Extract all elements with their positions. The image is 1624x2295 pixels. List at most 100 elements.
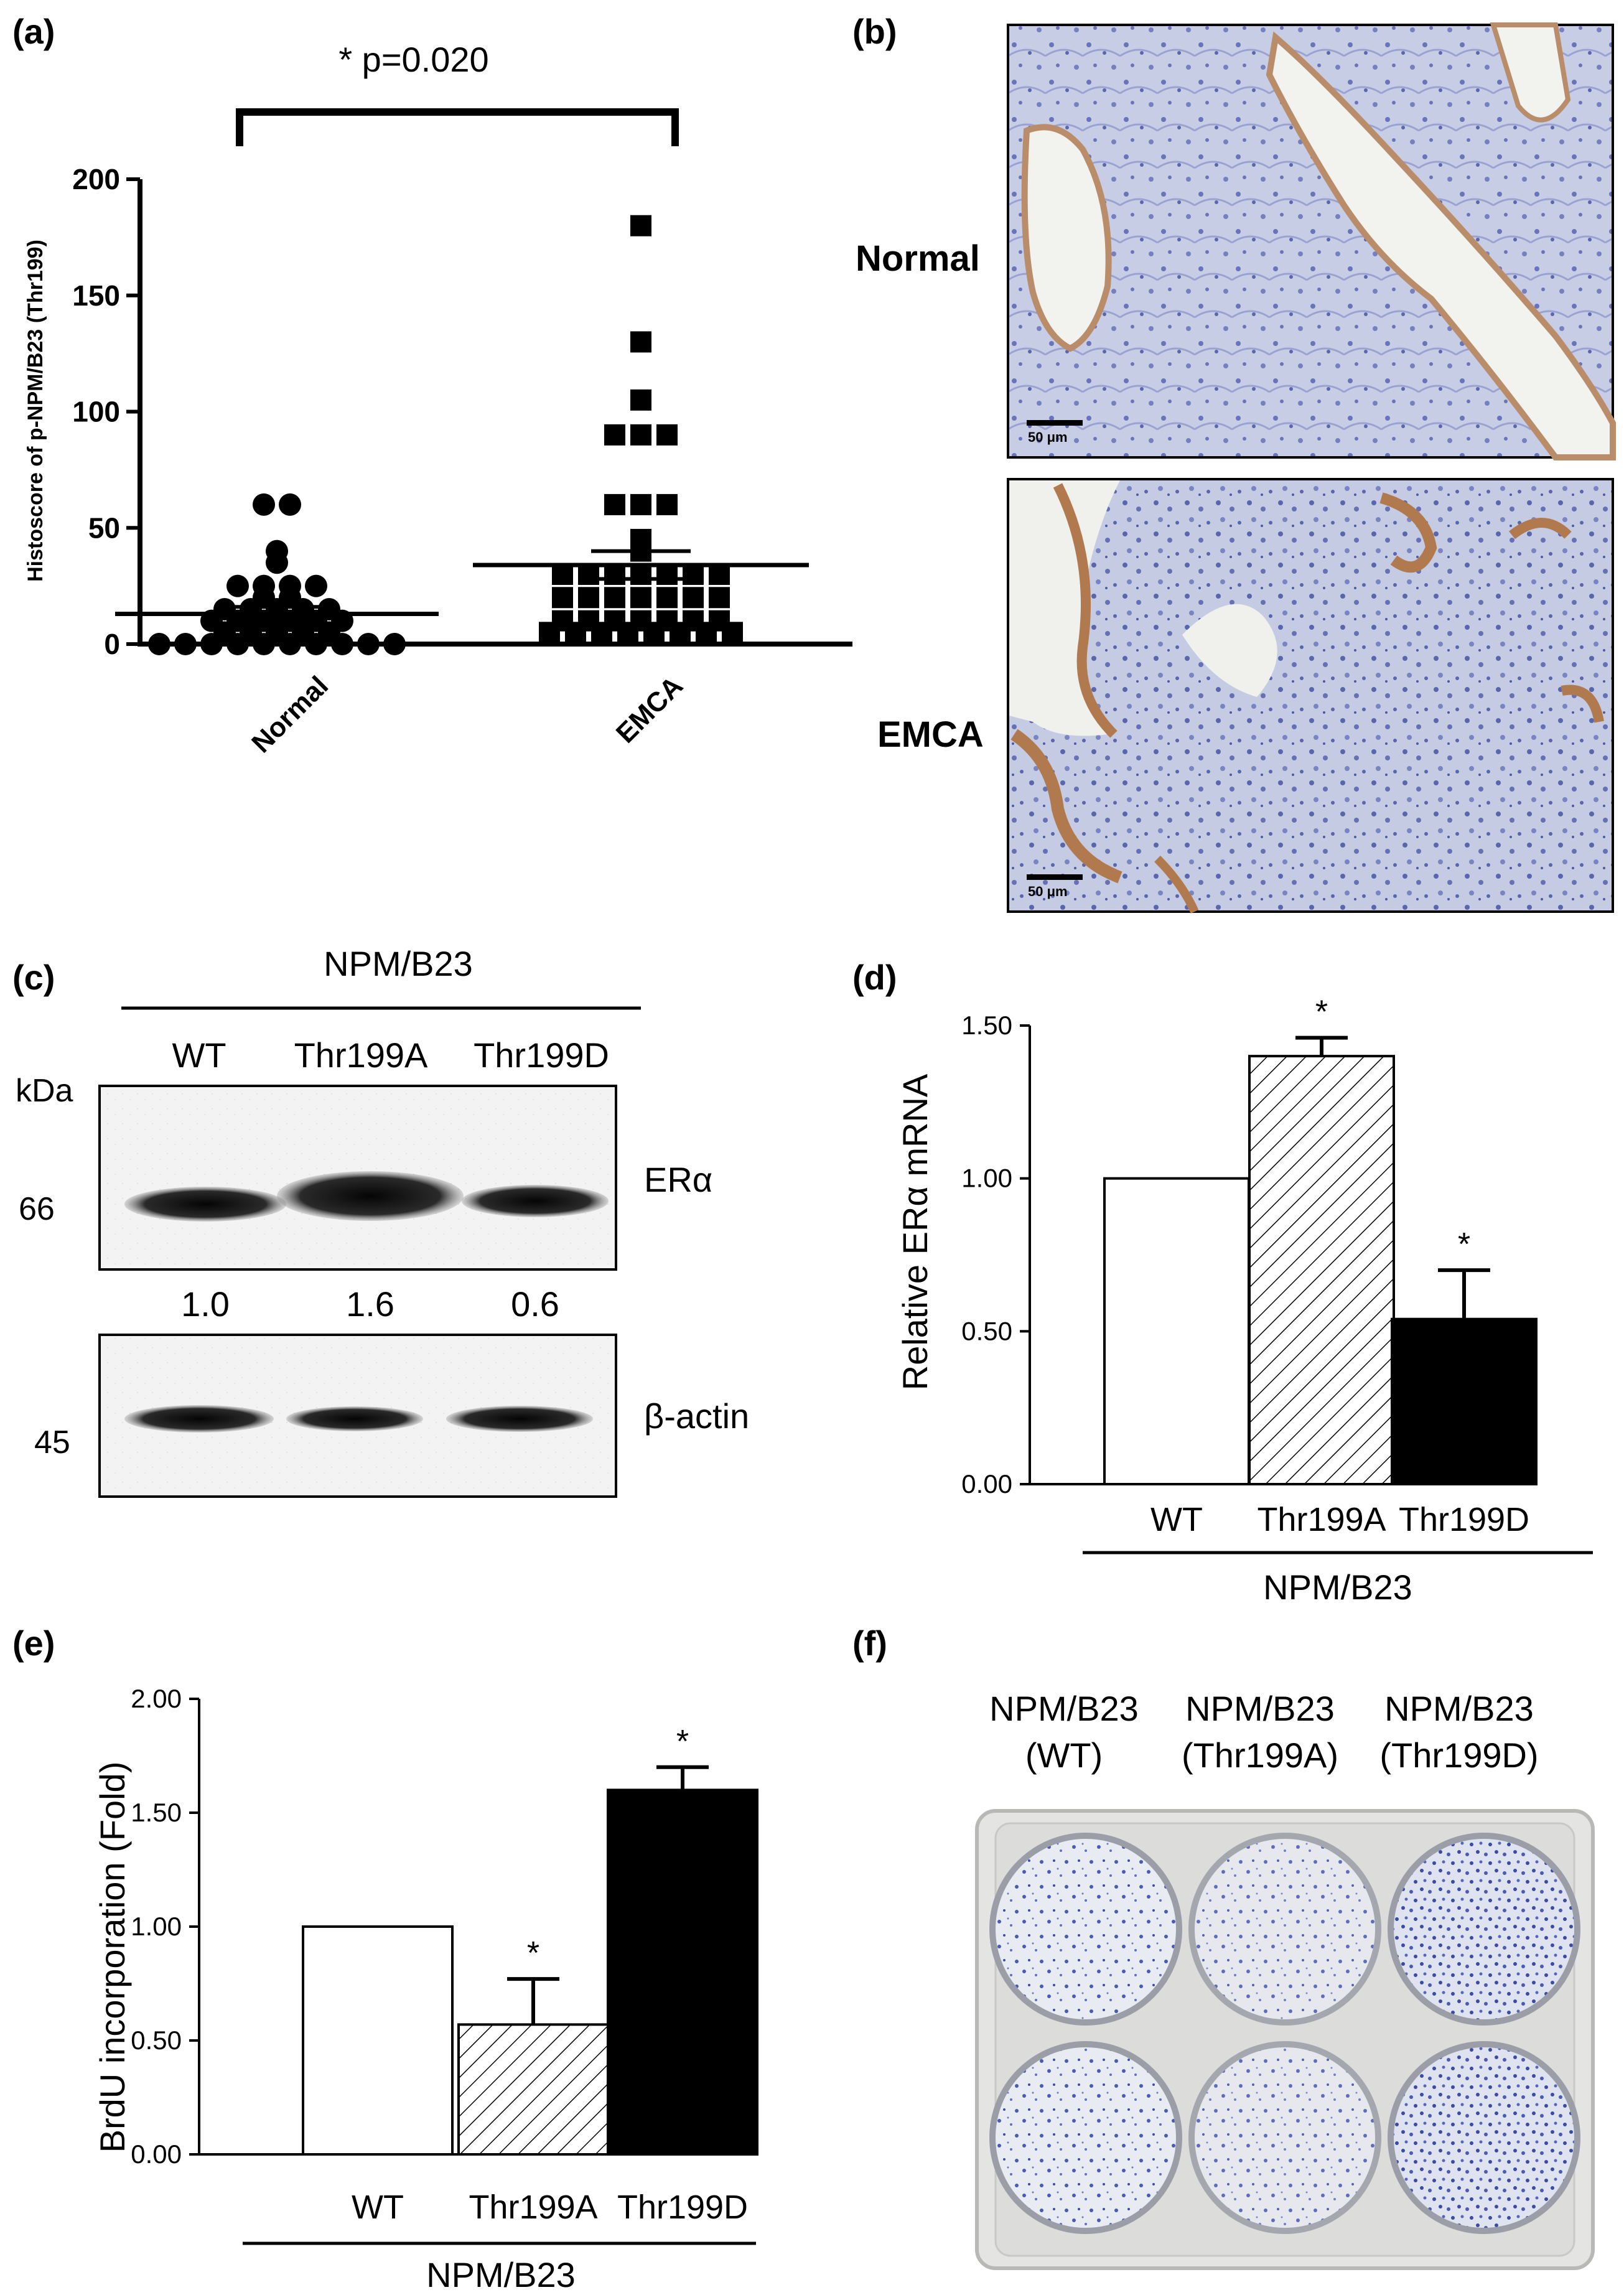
bar-thr199a bbox=[1248, 1055, 1395, 1485]
data-point bbox=[630, 493, 651, 515]
data-point bbox=[670, 622, 691, 643]
data-point bbox=[552, 587, 573, 609]
category-label-emca: EMCA bbox=[610, 670, 689, 749]
x-axis-label-d: NPM/B23 bbox=[1263, 1568, 1412, 1607]
data-point bbox=[604, 587, 625, 609]
category-label-thr199a: Thr199A bbox=[1257, 1501, 1386, 1538]
y-tick-label: 1.00 bbox=[961, 1164, 1012, 1193]
y-tick-label: 0.50 bbox=[131, 2026, 182, 2055]
data-point bbox=[279, 493, 301, 516]
bar-thr199a bbox=[457, 2023, 609, 2156]
panel-label-f: (f) bbox=[852, 1624, 887, 1663]
significance-star: * bbox=[527, 1935, 539, 1971]
band-actin-thr199a bbox=[286, 1406, 423, 1431]
panel-label-d: (d) bbox=[852, 958, 897, 997]
category-label-wt: WT bbox=[352, 2189, 404, 2226]
data-point bbox=[630, 563, 651, 585]
data-point bbox=[226, 574, 249, 597]
data-point bbox=[656, 424, 678, 446]
band-era-thr199a bbox=[277, 1171, 464, 1221]
blot-beta-actin bbox=[98, 1334, 617, 1498]
data-point bbox=[200, 633, 223, 655]
significance-star: * bbox=[1315, 994, 1328, 1031]
data-point bbox=[630, 215, 651, 236]
data-point bbox=[266, 551, 288, 574]
significance-star: * bbox=[676, 1724, 689, 1760]
data-point bbox=[656, 587, 678, 609]
micrograph-panel-b: Normal EMCA 50 μm 50 μm bbox=[856, 22, 1616, 914]
significance-bracket-a bbox=[236, 108, 679, 146]
y-tick-label: 0.00 bbox=[961, 1469, 1012, 1498]
blot-column-thr199d: Thr199D bbox=[474, 1035, 609, 1075]
data-point bbox=[578, 563, 599, 585]
data-point bbox=[539, 622, 560, 643]
data-point bbox=[722, 622, 743, 643]
bar-thr199d bbox=[607, 1788, 758, 2156]
colony-plate-panel-f: NPM/B23 (WT) NPM/B23 (Thr199A) NPM/B23 (… bbox=[975, 1689, 1595, 2270]
data-point bbox=[591, 622, 612, 643]
data-points-a bbox=[148, 215, 743, 655]
scale-bar-label-emca: 50 μm bbox=[1028, 884, 1068, 899]
band-actin-wt bbox=[124, 1405, 274, 1433]
micrograph-emca: 50 μm bbox=[1007, 478, 1614, 914]
data-point bbox=[630, 331, 651, 353]
data-point bbox=[148, 633, 170, 655]
data-point bbox=[331, 633, 353, 655]
data-point bbox=[630, 424, 651, 446]
category-label-normal: Normal bbox=[246, 670, 334, 759]
data-point bbox=[279, 633, 301, 655]
data-point bbox=[305, 574, 327, 597]
data-point bbox=[696, 622, 717, 643]
plate-label-thr199d-line2: (Thr199D) bbox=[1379, 1736, 1538, 1775]
well-thr199a-bottom bbox=[1188, 2041, 1381, 2234]
category-labels-d: WT Thr199A Thr199D bbox=[1150, 1501, 1529, 1538]
well-wt-bottom bbox=[989, 2041, 1182, 2234]
data-point bbox=[656, 563, 678, 585]
data-point bbox=[578, 587, 599, 609]
axes-a bbox=[138, 179, 852, 647]
y-tick-label: 0 bbox=[104, 628, 120, 660]
data-point bbox=[683, 587, 704, 609]
y-tick-label: 2.00 bbox=[131, 1684, 182, 1713]
y-ticks-d: 0.00 0.50 1.00 1.50 bbox=[961, 1011, 1030, 1498]
plate-label-thr199a-line1: NPM/B23 bbox=[1185, 1689, 1335, 1728]
panel-label-c: (c) bbox=[12, 958, 55, 997]
data-point bbox=[604, 563, 625, 585]
data-point bbox=[253, 493, 275, 516]
blot-marker-66: 66 bbox=[19, 1191, 55, 1227]
category-label-thr199d: Thr199D bbox=[1399, 1501, 1529, 1538]
well-wt-top bbox=[989, 1833, 1182, 2026]
panel-label-a: (a) bbox=[12, 12, 55, 51]
data-point bbox=[174, 633, 197, 655]
blot-unit-label: kDa bbox=[16, 1073, 73, 1109]
data-point bbox=[630, 389, 651, 411]
bars-d: ** bbox=[1103, 994, 1538, 1485]
category-label-wt: WT bbox=[1150, 1501, 1203, 1538]
x-axis-label-e: NPM/B23 bbox=[426, 2255, 576, 2294]
bar-thr199d bbox=[1391, 1317, 1538, 1485]
blot-group-label: NPM/B23 bbox=[324, 944, 473, 983]
micrograph-label-normal: Normal bbox=[856, 238, 980, 279]
mean-bars-a bbox=[115, 549, 809, 623]
blot-marker-45: 45 bbox=[34, 1424, 70, 1461]
data-point bbox=[709, 587, 730, 609]
quant-value-thr199d: 0.6 bbox=[511, 1284, 559, 1324]
data-point bbox=[565, 622, 586, 643]
y-axis-label-a: Histoscore of p-NPM/B23 (Thr199) bbox=[24, 240, 47, 582]
blot-label-beta-actin: β-actin bbox=[644, 1396, 749, 1436]
significance-star: * bbox=[1458, 1227, 1470, 1263]
y-axis-label-d: Relative ERα mRNA bbox=[895, 1073, 935, 1390]
y-ticks-e: 0.00 0.50 1.00 1.50 2.00 bbox=[131, 1684, 199, 2169]
well-thr199a-top bbox=[1188, 1833, 1381, 2026]
bar-chart-d: 0.000.501.001.50 ** WT Thr199A Thr199D Rel… bbox=[895, 994, 1593, 1607]
data-point bbox=[552, 563, 573, 585]
y-tick-label: 150 bbox=[72, 279, 120, 312]
bar-chart-e: 0.000.501.001.502.00 ** WT Thr199A Thr199D… bbox=[93, 1684, 758, 2294]
data-point bbox=[226, 633, 249, 655]
category-label-thr199a: Thr199A bbox=[469, 2189, 597, 2226]
panel-label-b: (b) bbox=[852, 12, 897, 51]
y-tick-label: 1.50 bbox=[961, 1011, 1012, 1040]
blot-column-thr199a: Thr199A bbox=[294, 1035, 428, 1075]
blot-label-era: ERα bbox=[644, 1160, 712, 1199]
plate-label-wt-line1: NPM/B23 bbox=[989, 1689, 1139, 1728]
